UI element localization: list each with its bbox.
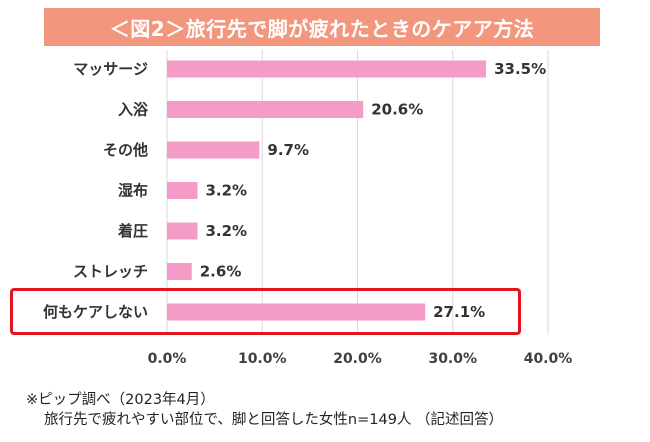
value-label: 27.1% bbox=[433, 303, 485, 321]
value-label: 3.2% bbox=[205, 222, 247, 240]
source-note: ※ピップ調べ（2023年4月） bbox=[26, 392, 215, 408]
x-tick-label: 20.0% bbox=[333, 351, 382, 367]
x-tick-label: 10.0% bbox=[238, 351, 287, 367]
category-label: ストレッチ bbox=[73, 263, 148, 281]
bar bbox=[167, 303, 426, 321]
title-banner: ＜図2＞旅行先で脚が疲れたときのケアア方法 bbox=[44, 8, 600, 46]
category-label: 着圧 bbox=[117, 222, 148, 240]
x-tick-label: 30.0% bbox=[428, 351, 477, 367]
category-label: 湿布 bbox=[118, 182, 148, 200]
chart-title: ＜図2＞旅行先で脚が疲れたときのケアア方法 bbox=[109, 16, 535, 41]
bar bbox=[167, 101, 364, 118]
sample-note: 旅行先で疲れやすい部位で、脚と回答した女性n=149人 （記述回答） bbox=[44, 412, 504, 428]
bar bbox=[167, 263, 192, 280]
category-label: マッサージ bbox=[73, 60, 148, 78]
bar bbox=[167, 141, 260, 159]
category-label: 何もケアしない bbox=[43, 303, 148, 321]
value-label: 3.2% bbox=[205, 182, 247, 200]
value-label: 33.5% bbox=[494, 60, 546, 78]
x-tick-label: 40.0% bbox=[524, 351, 573, 367]
bar bbox=[167, 182, 198, 199]
x-tick-label: 0.0% bbox=[148, 351, 187, 367]
category-label: 入浴 bbox=[118, 101, 149, 119]
bar bbox=[167, 222, 198, 240]
bar bbox=[167, 60, 487, 78]
value-label: 2.6% bbox=[200, 263, 242, 281]
value-label: 20.6% bbox=[371, 101, 423, 119]
value-label: 9.7% bbox=[267, 141, 309, 159]
category-label: その他 bbox=[103, 141, 148, 159]
highlight-box bbox=[10, 288, 521, 335]
